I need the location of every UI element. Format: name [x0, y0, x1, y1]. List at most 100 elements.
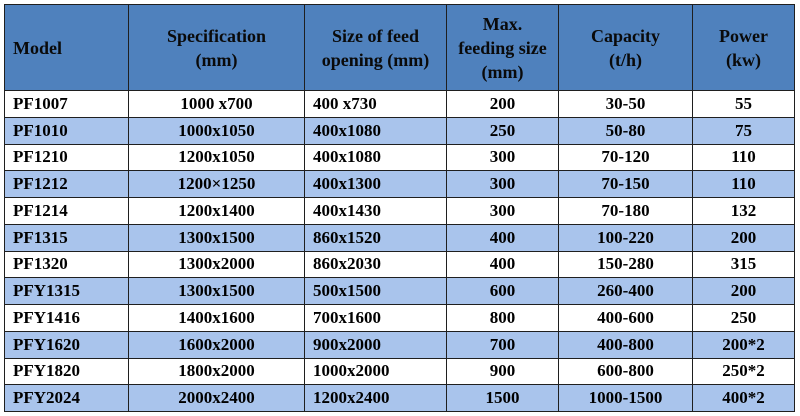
cell-specification: 1300x1500 — [128, 223, 305, 252]
table-row: PFY1315 1300x1500 500x1500 600 260-400 200 — [4, 277, 795, 305]
cell-capacity: 400-600 — [558, 304, 693, 332]
table-row: PFY1820 1800x2000 1000x2000 900 600-800 250*2 — [4, 357, 795, 386]
cell-model: PFY1416 — [4, 304, 129, 332]
cell-power: 75 — [692, 116, 795, 145]
cell-power: 400*2 — [692, 384, 795, 412]
cell-power: 250*2 — [692, 357, 795, 386]
table-row: PFY1416 1400x1600 700x1600 800 400-600 250 — [4, 304, 795, 332]
cell-capacity: 1000-1500 — [558, 384, 693, 412]
table-row: PF1212 1200×1250 400x1300 300 70-150 110 — [4, 170, 795, 198]
cell-feed-opening: 400x1300 — [304, 170, 447, 198]
table-row: PF1010 1000x1050 400x1080 250 50-80 75 — [4, 116, 795, 145]
cell-power: 250 — [692, 304, 795, 332]
cell-specification: 2000x2400 — [128, 384, 305, 412]
cell-max-feeding-size: 200 — [446, 90, 559, 118]
header-power: Power (kw) — [692, 4, 795, 91]
cell-capacity: 260-400 — [558, 277, 693, 305]
cell-model: PF1315 — [4, 223, 129, 252]
cell-capacity: 70-180 — [558, 197, 693, 225]
cell-feed-opening: 400x1080 — [304, 116, 447, 145]
cell-specification: 1400x1600 — [128, 304, 305, 332]
table-row: PF1320 1300x2000 860x2030 400 150-280 315 — [4, 250, 795, 279]
cell-capacity: 100-220 — [558, 223, 693, 252]
cell-capacity: 150-280 — [558, 250, 693, 279]
cell-power: 132 — [692, 197, 795, 225]
cell-feed-opening: 1200x2400 — [304, 384, 447, 412]
header-model: Model — [4, 4, 129, 91]
cell-capacity: 70-150 — [558, 170, 693, 198]
table-row: PF1214 1200x1400 400x1430 300 70-180 132 — [4, 197, 795, 225]
cell-model: PF1210 — [4, 143, 129, 172]
cell-feed-opening: 400x1080 — [304, 143, 447, 172]
cell-capacity: 70-120 — [558, 143, 693, 172]
cell-max-feeding-size: 900 — [446, 357, 559, 386]
cell-model: PFY1820 — [4, 357, 129, 386]
cell-specification: 1200x1400 — [128, 197, 305, 225]
cell-power: 110 — [692, 143, 795, 172]
table-row: PFY1620 1600x2000 900x2000 700 400-800 200*2 — [4, 330, 795, 359]
cell-specification: 1600x2000 — [128, 330, 305, 359]
header-power-line: Power — [719, 25, 768, 46]
cell-feed-opening: 900x2000 — [304, 330, 447, 359]
cell-specification: 1300x1500 — [128, 277, 305, 305]
table-row: PF1210 1200x1050 400x1080 300 70-120 110 — [4, 143, 795, 172]
cell-max-feeding-size: 300 — [446, 197, 559, 225]
header-specification-line: (mm) — [195, 49, 238, 70]
cell-specification: 1300x2000 — [128, 250, 305, 279]
cell-power: 55 — [692, 90, 795, 118]
cell-max-feeding-size: 1500 — [446, 384, 559, 412]
cell-feed-opening: 400 x730 — [304, 90, 447, 118]
cell-capacity: 400-800 — [558, 330, 693, 359]
cell-feed-opening: 860x2030 — [304, 250, 447, 279]
cell-specification: 1000 x700 — [128, 90, 305, 118]
cell-max-feeding-size: 400 — [446, 250, 559, 279]
header-capacity: Capacity (t/h) — [558, 4, 693, 91]
cell-model: PF1212 — [4, 170, 129, 198]
table-row: PFY2024 2000x2400 1200x2400 1500 1000-1500 40… — [4, 384, 795, 412]
cell-feed-opening: 860x1520 — [304, 223, 447, 252]
header-max-feeding-size-line: (mm) — [481, 61, 524, 82]
spec-table: Model Specification (mm) Size of feed openin… — [4, 4, 795, 412]
cell-specification: 1200x1050 — [128, 143, 305, 172]
cell-feed-opening: 400x1430 — [304, 197, 447, 225]
header-capacity-line: (t/h) — [609, 49, 642, 70]
header-model-line: Model — [13, 37, 62, 58]
header-row: Model Specification (mm) Size of feed openin… — [4, 4, 795, 91]
cell-model: PF1007 — [4, 90, 129, 118]
cell-max-feeding-size: 800 — [446, 304, 559, 332]
cell-capacity: 30-50 — [558, 90, 693, 118]
cell-specification: 1200×1250 — [128, 170, 305, 198]
header-power-line: (kw) — [726, 49, 761, 70]
header-feed-opening-line: opening (mm) — [321, 49, 430, 70]
cell-model: PFY2024 — [4, 384, 129, 412]
header-feed-opening: Size of feed opening (mm) — [304, 4, 447, 91]
cell-model: PF1320 — [4, 250, 129, 279]
header-capacity-line: Capacity — [591, 25, 660, 46]
cell-model: PF1010 — [4, 116, 129, 145]
cell-model: PFY1315 — [4, 277, 129, 305]
cell-max-feeding-size: 400 — [446, 223, 559, 252]
cell-capacity: 600-800 — [558, 357, 693, 386]
cell-power: 200*2 — [692, 330, 795, 359]
table-header: Model Specification (mm) Size of feed openin… — [4, 4, 795, 91]
header-max-feeding-size-line: feeding size — [458, 37, 547, 58]
cell-model: PFY1620 — [4, 330, 129, 359]
header-specification-line: Specification — [167, 25, 266, 46]
cell-specification: 1000x1050 — [128, 116, 305, 145]
cell-max-feeding-size: 300 — [446, 170, 559, 198]
header-max-feeding-size: Max. feeding size (mm) — [446, 4, 559, 91]
header-specification: Specification (mm) — [128, 4, 305, 91]
table-body: PF1007 1000 x700 400 x730 200 30-50 55 PF1010 1… — [4, 90, 795, 412]
cell-capacity: 50-80 — [558, 116, 693, 145]
table-row: PF1007 1000 x700 400 x730 200 30-50 55 — [4, 90, 795, 118]
cell-power: 200 — [692, 277, 795, 305]
cell-model: PF1214 — [4, 197, 129, 225]
cell-power: 110 — [692, 170, 795, 198]
table-row: PF1315 1300x1500 860x1520 400 100-220 200 — [4, 223, 795, 252]
cell-feed-opening: 500x1500 — [304, 277, 447, 305]
cell-power: 315 — [692, 250, 795, 279]
cell-max-feeding-size: 700 — [446, 330, 559, 359]
cell-feed-opening: 1000x2000 — [304, 357, 447, 386]
cell-max-feeding-size: 250 — [446, 116, 559, 145]
header-feed-opening-line: Size of feed — [332, 25, 419, 46]
